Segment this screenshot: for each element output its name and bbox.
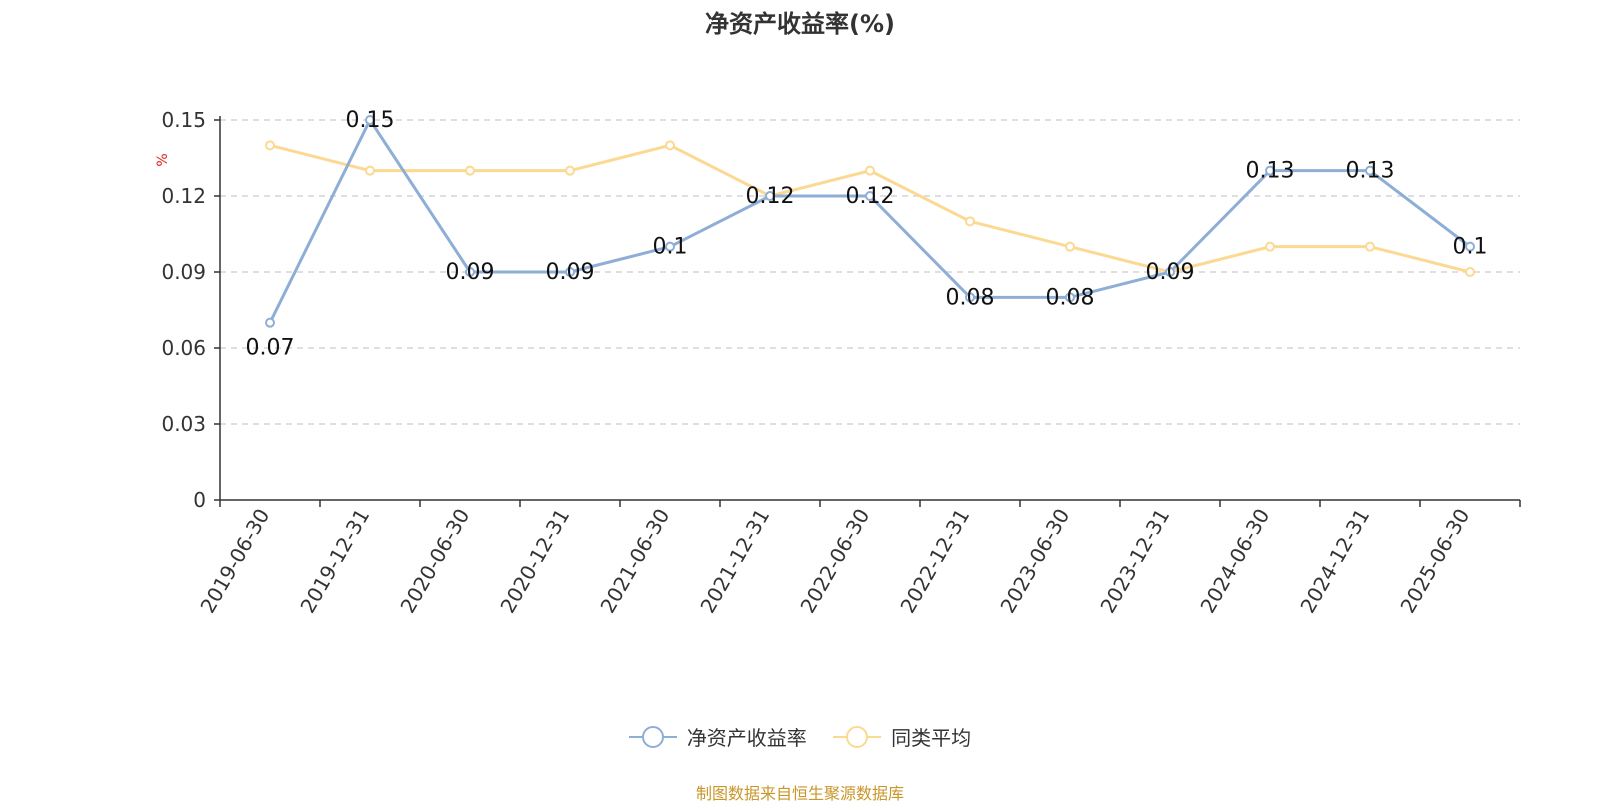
y-tick-label: 0.09 [161,260,206,284]
x-tick-label: 2022-06-30 [795,505,874,618]
series-2-point [465,165,475,176]
series-2-point [665,140,675,151]
x-tick-label: 2023-06-30 [995,505,1074,618]
x-tick-label: 2024-06-30 [1195,505,1274,618]
legend-swatch-series-2-icon [833,725,882,749]
x-tick-label: 2020-12-31 [495,505,574,618]
data-label: 0.09 [546,260,595,285]
x-tick-label: 2023-12-31 [1095,505,1174,618]
x-tick-label: 2019-12-31 [295,505,374,618]
series-1-point [1065,292,1075,303]
series-1-point [1365,165,1375,176]
x-tick-label: 2025-06-30 [1395,505,1474,618]
legend-swatch-series-1-icon [628,725,677,749]
x-tick-label: 2022-12-31 [895,505,974,618]
series-2-point [265,140,275,151]
legend: 净资产收益率 同类平均 [0,722,1600,754]
y-tick-label: 0.15 [161,108,206,132]
series-1-line [268,118,1471,324]
series-1-point [765,191,775,201]
series-1-point [565,267,575,277]
series-2-point [565,165,575,176]
data-label: 0.09 [1146,260,1195,285]
series-2-point [865,165,875,176]
series-1-point [1465,241,1475,252]
y-tick-label: 0.06 [161,336,206,360]
series-1-point [1165,267,1175,277]
series-1-point [965,292,975,303]
series-1-point [865,191,875,201]
data-label: 0.1 [1453,235,1488,260]
data-label: 0.13 [1346,159,1395,184]
x-tick-label: 2019-06-30 [195,505,274,618]
series-2-point [1065,241,1075,252]
chart-title: 净资产收益率(%) [705,10,895,38]
y-axis-label: % [155,153,171,166]
legend-item-series-2[interactable]: 同类平均 [833,722,971,751]
data-label: 0.13 [1246,159,1295,184]
data-label: 0.12 [846,184,895,209]
x-tick-label: 2020-06-30 [395,505,474,618]
x-tick-label: 2021-06-30 [595,505,674,618]
y-tick-label: 0 [193,488,206,512]
data-label: 0.08 [1046,285,1095,310]
y-tick-label: 0.03 [161,412,206,436]
data-label: 0.12 [746,184,795,209]
series-2-point [365,165,375,176]
data-label: 0.08 [946,285,995,310]
series-2-point [1365,241,1375,252]
data-label: 0.1 [653,235,688,260]
series-1-point [465,267,475,277]
legend-item-series-1[interactable]: 净资产收益率 [628,722,807,751]
data-label: 0.09 [446,260,495,285]
series-2-point [965,216,975,227]
legend-label-series-2: 同类平均 [891,726,972,750]
series-1-point [665,241,675,252]
series-1-point [1265,165,1275,176]
series-1-point [365,115,375,125]
series-2-point [1465,267,1475,277]
series-1-point [265,317,275,328]
y-tick-label: 0.12 [161,184,206,208]
x-tick-label: 2021-12-31 [695,505,774,618]
data-label: 0.07 [246,336,295,361]
source-note: 制图数据来自恒生聚源数据库 [695,784,904,803]
x-tick-label: 2024-12-31 [1295,505,1374,618]
series-2-point [1265,241,1275,252]
legend-label-series-1: 净资产收益率 [686,726,807,750]
data-label: 0.15 [346,108,395,133]
